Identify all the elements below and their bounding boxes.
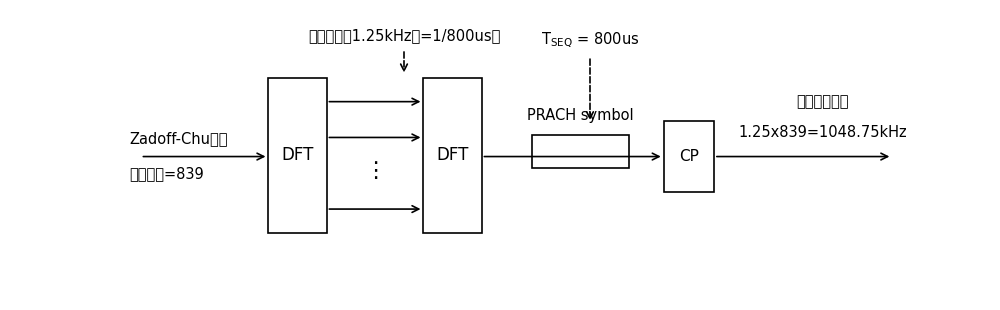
- Bar: [532, 135, 629, 169]
- Bar: [268, 78, 326, 233]
- Bar: [423, 78, 482, 233]
- Text: 信号频域带宽: 信号频域带宽: [796, 94, 849, 109]
- Text: DFT: DFT: [436, 146, 469, 164]
- Bar: [664, 121, 714, 192]
- Text: 序列长度=839: 序列长度=839: [129, 166, 204, 181]
- Text: PRACH symbol: PRACH symbol: [527, 108, 634, 123]
- Text: ⋮: ⋮: [364, 161, 386, 181]
- Text: Zadoff-Chu序列: Zadoff-Chu序列: [129, 131, 227, 146]
- Text: CP: CP: [679, 149, 699, 164]
- Text: 1.25x839=1048.75kHz: 1.25x839=1048.75kHz: [738, 125, 907, 140]
- Text: $\mathrm{T_{SEQ}}$ = 800us: $\mathrm{T_{SEQ}}$ = 800us: [541, 30, 639, 50]
- Text: 子载波间隔1.25kHz（=1/800us）: 子载波间隔1.25kHz（=1/800us）: [308, 28, 500, 43]
- Text: DFT: DFT: [281, 146, 314, 164]
